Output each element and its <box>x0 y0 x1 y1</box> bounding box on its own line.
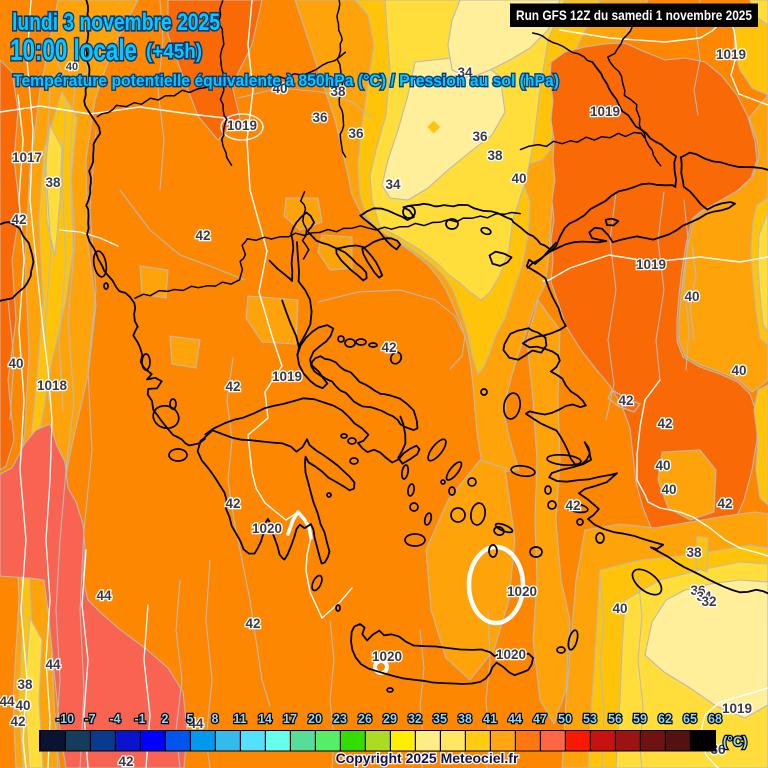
svg-text:38: 38 <box>487 148 503 163</box>
svg-text:1019: 1019 <box>716 47 746 62</box>
svg-text:40: 40 <box>511 171 526 186</box>
svg-text:42: 42 <box>195 228 210 243</box>
svg-text:36: 36 <box>312 110 328 125</box>
svg-text:1020: 1020 <box>252 521 282 536</box>
svg-text:(+45h): (+45h) <box>146 41 202 63</box>
svg-text:5: 5 <box>187 712 194 726</box>
svg-text:17: 17 <box>283 712 297 726</box>
svg-text:40: 40 <box>15 698 30 713</box>
svg-text:41: 41 <box>483 712 497 726</box>
svg-text:-4: -4 <box>109 712 120 726</box>
svg-text:1019: 1019 <box>272 369 302 384</box>
svg-text:59: 59 <box>633 712 647 726</box>
svg-text:44: 44 <box>0 694 15 709</box>
svg-text:36: 36 <box>348 126 364 141</box>
svg-text:53: 53 <box>583 712 597 726</box>
svg-text:38: 38 <box>45 175 61 190</box>
svg-text:42: 42 <box>225 379 240 394</box>
svg-text:62: 62 <box>658 712 672 726</box>
svg-text:40: 40 <box>272 81 287 96</box>
svg-text:40: 40 <box>684 289 699 304</box>
svg-text:11: 11 <box>233 712 246 726</box>
svg-text:2: 2 <box>162 712 169 726</box>
svg-text:36: 36 <box>472 129 488 144</box>
svg-text:40: 40 <box>612 601 627 616</box>
svg-text:14: 14 <box>258 712 272 726</box>
svg-text:42: 42 <box>657 416 672 431</box>
svg-text:1020: 1020 <box>496 647 526 662</box>
svg-text:40: 40 <box>661 482 676 497</box>
svg-text:1017: 1017 <box>12 150 42 165</box>
svg-text:1019: 1019 <box>227 118 257 133</box>
svg-text:50: 50 <box>558 712 572 726</box>
svg-text:38: 38 <box>686 545 702 560</box>
svg-text:38: 38 <box>458 712 472 726</box>
svg-text:1020: 1020 <box>372 649 402 664</box>
svg-text:Run GFS 12Z du samedi 1 novemb: Run GFS 12Z du samedi 1 novembre 2025 <box>516 7 752 23</box>
svg-text:8: 8 <box>212 712 219 726</box>
svg-text:44: 44 <box>45 657 61 672</box>
svg-text:42: 42 <box>618 393 633 408</box>
svg-text:40: 40 <box>8 356 23 371</box>
svg-text:Température potentielle équiva: Température potentielle équivalente à 85… <box>13 71 559 90</box>
svg-text:42: 42 <box>245 616 260 631</box>
svg-text:-10: -10 <box>56 712 74 726</box>
svg-text:38: 38 <box>17 677 33 692</box>
svg-text:-1: -1 <box>134 712 145 726</box>
svg-text:(°C): (°C) <box>723 734 747 749</box>
svg-text:38: 38 <box>330 84 346 99</box>
svg-text:42: 42 <box>11 212 26 227</box>
svg-text:1018: 1018 <box>37 378 68 393</box>
svg-text:42: 42 <box>717 496 732 511</box>
svg-text:1019: 1019 <box>722 701 752 716</box>
svg-text:34: 34 <box>385 177 401 192</box>
svg-text:34: 34 <box>696 589 712 604</box>
svg-text:47: 47 <box>533 712 547 726</box>
svg-text:1019: 1019 <box>636 257 666 272</box>
svg-text:23: 23 <box>333 712 347 726</box>
svg-text:29: 29 <box>383 712 397 726</box>
svg-text:35: 35 <box>433 712 447 726</box>
svg-text:26: 26 <box>358 712 372 726</box>
svg-text:-7: -7 <box>84 712 95 726</box>
svg-text:32: 32 <box>701 594 716 609</box>
svg-text:40: 40 <box>655 458 670 473</box>
svg-text:20: 20 <box>308 712 322 726</box>
svg-text:32: 32 <box>408 712 422 726</box>
svg-text:44: 44 <box>188 716 204 731</box>
svg-text:42: 42 <box>225 496 240 511</box>
svg-text:34: 34 <box>457 65 473 80</box>
svg-text:44: 44 <box>96 588 112 603</box>
svg-text:1019: 1019 <box>590 104 620 119</box>
svg-text:42: 42 <box>565 498 580 513</box>
svg-text:42: 42 <box>118 754 133 768</box>
svg-text:lundi 3 novembre 2025: lundi 3 novembre 2025 <box>12 9 220 36</box>
svg-text:10:00 locale: 10:00 locale <box>10 34 137 67</box>
svg-text:1020: 1020 <box>507 584 537 599</box>
svg-text:40: 40 <box>66 61 78 73</box>
svg-text:42: 42 <box>10 714 25 729</box>
svg-text:68: 68 <box>708 712 722 726</box>
svg-text:44: 44 <box>508 712 522 726</box>
svg-text:40: 40 <box>731 363 746 378</box>
svg-text:36: 36 <box>690 583 706 598</box>
svg-text:42: 42 <box>381 340 396 355</box>
svg-text:Copyright 2025 Meteociel.fr: Copyright 2025 Meteociel.fr <box>336 750 519 766</box>
svg-text:65: 65 <box>683 712 697 726</box>
svg-text:56: 56 <box>608 712 622 726</box>
